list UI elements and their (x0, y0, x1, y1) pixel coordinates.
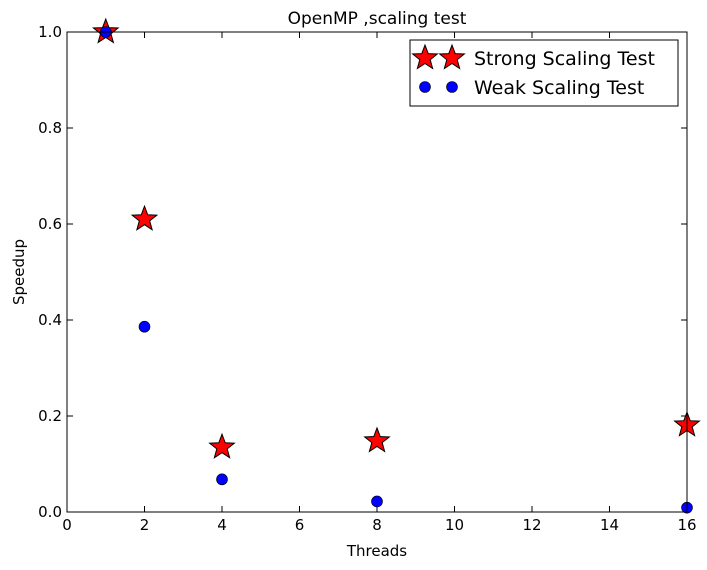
legend-strong-marker (411, 43, 439, 70)
legend-weak-label: Weak Scaling Test (474, 77, 644, 99)
x-tick-label: 6 (295, 516, 305, 534)
x-tick-label: 14 (600, 516, 619, 534)
legend-strong-marker (438, 43, 466, 70)
x-tick-label: 10 (445, 516, 464, 534)
legend-strong-label: Strong Scaling Test (474, 48, 655, 70)
y-tick-label: 0.2 (38, 407, 62, 425)
weak-scaling-point (216, 473, 228, 486)
strong-scaling-point (130, 204, 159, 231)
x-tick-label: 0 (62, 516, 72, 534)
x-tick-label: 2 (140, 516, 150, 534)
x-tick-label: 16 (677, 516, 696, 534)
chart-title: OpenMP ,scaling test (288, 9, 467, 29)
y-tick-label: 0.8 (38, 119, 62, 137)
x-axis-title: Threads (346, 542, 407, 560)
y-tick-label: 0.4 (38, 311, 62, 329)
legend-weak-marker (419, 81, 431, 93)
strong-scaling-point (363, 426, 391, 453)
strong-scaling-point (208, 432, 236, 459)
y-axis-title: Speedup (10, 239, 28, 305)
x-tick-label: 12 (522, 516, 541, 534)
legend: Strong Scaling Test Weak Scaling Test (409, 39, 679, 107)
y-tick-label: 1.0 (38, 23, 62, 41)
y-tick-label: 0.0 (38, 503, 62, 521)
x-tick-label: 4 (217, 516, 227, 534)
y-tick-label: 0.6 (38, 215, 62, 233)
legend-weak-marker (446, 81, 458, 93)
plot-frame (66, 31, 688, 513)
weak-scaling-point (371, 495, 383, 508)
x-tick-label: 8 (372, 516, 382, 534)
weak-scaling-point (138, 320, 151, 333)
